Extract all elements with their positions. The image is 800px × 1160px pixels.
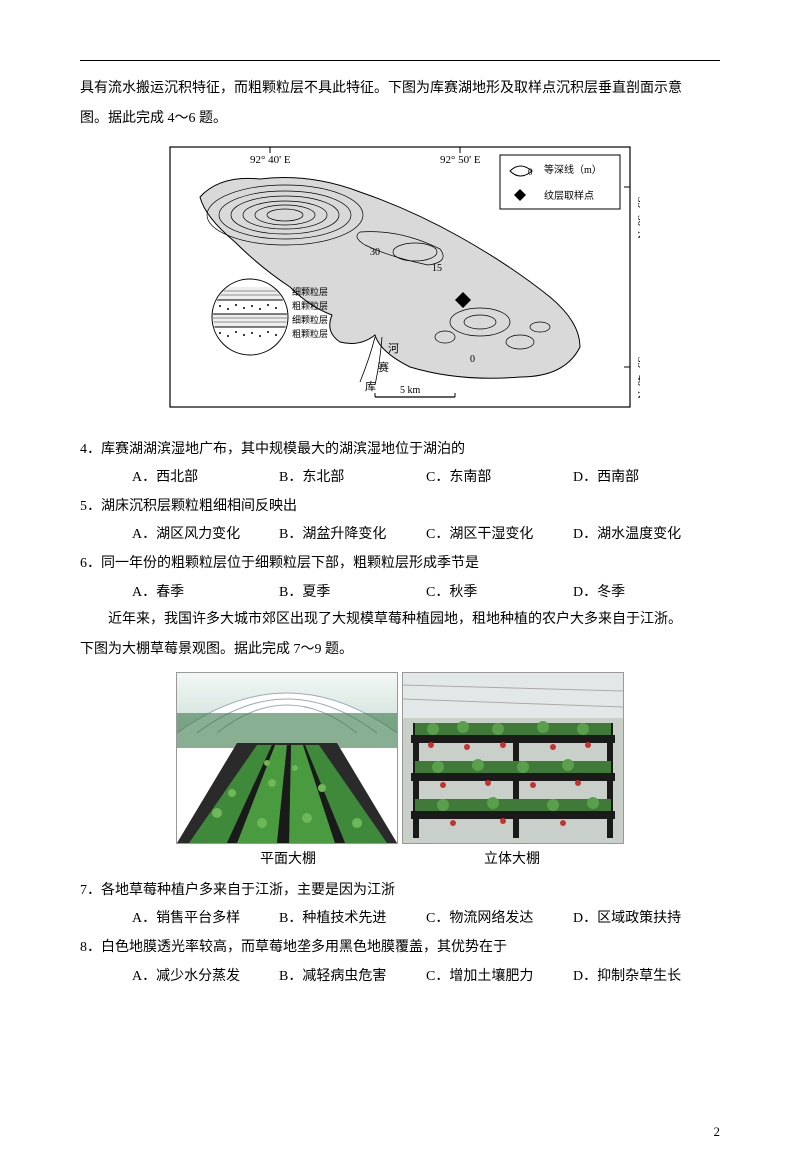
q6-A: A．春季 xyxy=(132,580,279,607)
caption-row: 平面大棚 立体大棚 xyxy=(80,848,720,868)
scale-label: 5 km xyxy=(400,385,421,396)
page-number: 2 xyxy=(714,1124,721,1140)
q4-D: D．西南部 xyxy=(573,465,720,492)
q8-A: A．减少水分蒸发 xyxy=(132,964,279,991)
q6-stem: 6．同一年份的粗颗粒层位于细颗粒层下部，粗颗粒层形成季节是 xyxy=(80,551,720,578)
q8-C: C．增加土壤肥力 xyxy=(426,964,573,991)
river xyxy=(360,337,382,385)
depth-15: 15 xyxy=(432,263,442,274)
intro-line2: 图。据此完成 4～6 题。 xyxy=(80,107,720,131)
q8-D: D．抑制杂草生长 xyxy=(573,964,720,991)
q4-options: A．西北部 B．东北部 C．东南部 D．西南部 xyxy=(80,465,720,492)
intro2-line1: 近年来，我国许多大城市郊区出现了大规模草莓种植园地，租地种植的农户大多来自于江浙… xyxy=(80,608,720,632)
q7-D: D．区域政策扶持 xyxy=(573,906,720,933)
q5-B: B．湖盆升降变化 xyxy=(279,522,426,549)
lon-e: 92° 50' E xyxy=(440,154,481,166)
svg-text:粗颗粒层: 粗颗粒层 xyxy=(292,328,328,339)
river-label-3: 库 xyxy=(365,380,376,393)
lat-n: 35° 50' N xyxy=(635,197,640,239)
depth-30: 30 xyxy=(370,247,380,258)
legend-depth: 等深线（m） xyxy=(544,163,602,176)
q7-stem: 7．各地草莓种植户多来自于江浙，主要是因为江浙 xyxy=(80,878,720,905)
top-rule xyxy=(80,60,720,61)
q8-B: B．减轻病虫危害 xyxy=(279,964,426,991)
river-label-2: 赛 xyxy=(378,360,389,374)
legend-sample: 纹层取样点 xyxy=(544,189,594,202)
q7-options: A．销售平台多样 B．种植技术先进 C．物流网络发达 D．区域政策扶持 xyxy=(80,906,720,933)
q8-options: A．减少水分蒸发 B．减轻病虫危害 C．增加土壤肥力 D．抑制杂草生长 xyxy=(80,964,720,991)
q5-C: C．湖区干湿变化 xyxy=(426,522,573,549)
depth-0: 0 xyxy=(470,354,475,365)
intro2-line2: 下图为大棚草莓景观图。据此完成 7～9 题。 xyxy=(80,638,720,662)
lon-w: 92° 40' E xyxy=(250,154,291,166)
q7-C: C．物流网络发达 xyxy=(426,906,573,933)
q5-options: A．湖区风力变化 B．湖盆升降变化 C．湖区干湿变化 D．湖水温度变化 xyxy=(80,522,720,549)
q5-D: D．湖水温度变化 xyxy=(573,522,720,549)
lat-s: 35° 40' N xyxy=(635,357,640,399)
q4-C: C．东南部 xyxy=(426,465,573,492)
sediment-inset: 细颗粒层 粗颗粒层 细颗粒层 粗颗粒层 xyxy=(212,279,328,355)
legend-zero: 0 xyxy=(528,167,533,177)
q6-D: D．冬季 xyxy=(573,580,720,607)
q4-B: B．东北部 xyxy=(279,465,426,492)
q6-options: A．春季 B．夏季 C．秋季 D．冬季 xyxy=(80,580,720,607)
photo-vertical-greenhouse xyxy=(402,672,624,844)
q7-A: A．销售平台多样 xyxy=(132,906,279,933)
q5-stem: 5．湖床沉积层颗粒粗细相间反映出 xyxy=(80,494,720,521)
caption-right: 立体大棚 xyxy=(402,848,622,868)
intro-line1: 具有流水搬运沉积特征，而粗颗粒层不具此特征。下图为库赛湖地形及取样点沉积层垂直剖… xyxy=(80,77,720,101)
caption-left: 平面大棚 xyxy=(178,848,398,868)
svg-text:粗颗粒层: 粗颗粒层 xyxy=(292,300,328,311)
svg-text:细颗粒层: 细颗粒层 xyxy=(292,286,328,297)
q6-C: C．秋季 xyxy=(426,580,573,607)
q5-A: A．湖区风力变化 xyxy=(132,522,279,549)
q6-B: B．夏季 xyxy=(279,580,426,607)
q4-A: A．西北部 xyxy=(132,465,279,492)
q4-stem: 4．库赛湖湖滨湿地广布，其中规模最大的湖滨湿地位于湖泊的 xyxy=(80,437,720,464)
q7-B: B．种植技术先进 xyxy=(279,906,426,933)
river-label-1: 河 xyxy=(388,342,399,355)
photo-row xyxy=(80,672,720,844)
q8-stem: 8．白色地膜透光率较高，而草莓地垄多用黑色地膜覆盖，其优势在于 xyxy=(80,935,720,962)
svg-text:细颗粒层: 细颗粒层 xyxy=(292,314,328,325)
photo-flat-greenhouse xyxy=(176,672,398,844)
map-figure: 92° 40' E 92° 50' E 35° 50' N 35° 40' N … xyxy=(160,137,640,427)
